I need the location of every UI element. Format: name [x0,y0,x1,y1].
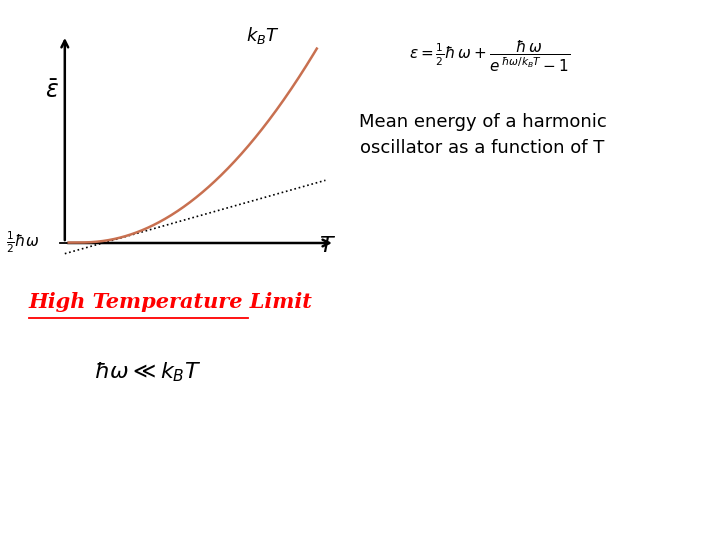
Text: $\bar{\varepsilon}$: $\bar{\varepsilon}$ [45,80,59,103]
Text: $k_BT$: $k_BT$ [246,25,279,45]
Text: $\hbar\omega \ll k_BT$: $\hbar\omega \ll k_BT$ [94,361,201,384]
Text: $\frac{1}{2}\hbar\omega$: $\frac{1}{2}\hbar\omega$ [6,230,40,255]
Text: High Temperature Limit: High Temperature Limit [29,292,312,313]
Text: $T$: $T$ [319,235,336,256]
Text: $\varepsilon = \frac{1}{2}\hbar\,\omega + \dfrac{\hbar\,\omega}{e^{\,\hbar\omega: $\varepsilon = \frac{1}{2}\hbar\,\omega … [409,39,570,75]
Text: Mean energy of a harmonic
oscillator as a function of T: Mean energy of a harmonic oscillator as … [359,113,606,157]
